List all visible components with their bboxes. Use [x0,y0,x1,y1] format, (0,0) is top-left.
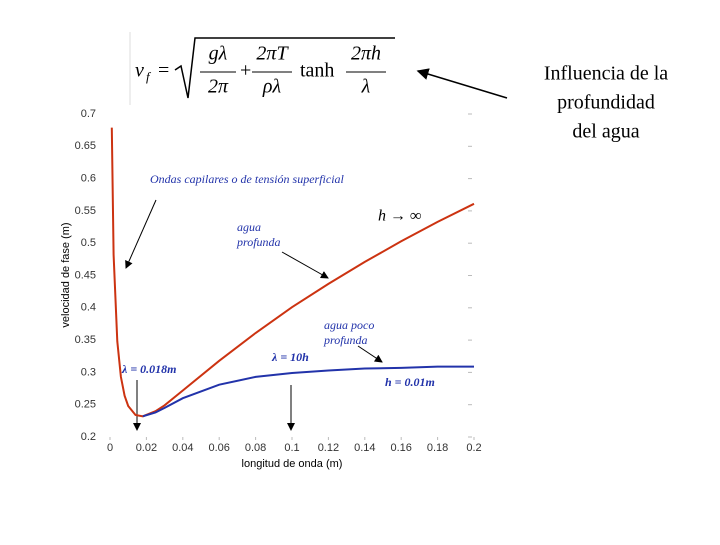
annotation: λ = 10h [271,350,309,364]
arrow [281,251,329,279]
x-tick-label: 0.06 [208,442,229,454]
x-tick-label: 0.1 [284,442,299,454]
formula-text: 2πT [256,43,289,65]
y-tick-label: 0.3 [81,366,96,378]
x-tick-label: 0.04 [172,442,193,454]
formula-text: = [158,60,169,82]
x-tick-label: 0.2 [466,442,481,454]
annotation: profunda [236,235,281,249]
side-note-line: profundidad [557,92,655,114]
y-tick-label: 0.65 [75,140,96,152]
arrow [125,199,157,269]
y-tick-label: 0.4 [81,302,96,314]
y-tick-label: 0.45 [75,269,96,281]
formula-text: gλ [209,43,228,65]
y-tick-label: 0.6 [81,173,96,185]
x-tick-label: 0.02 [136,442,157,454]
formula-text: 2π [208,76,229,98]
series-line [110,127,475,418]
x-tick-label: 0.18 [427,442,448,454]
annotation: λ = 0.018m [121,362,177,376]
arrow [357,345,383,363]
x-tick-label: 0 [107,442,113,454]
series-line [142,365,474,418]
y-tick-label: 0.35 [75,334,96,346]
annotation: agua [237,220,261,234]
formula-text: + [240,60,251,82]
y-axis-label: velocidad de fase (m) [60,222,72,327]
x-axis-label: longitud de onda (m) [242,458,343,470]
x-tick-label: 0.16 [390,442,411,454]
annotations: Ondas capilares o de tensión superficial… [121,172,383,431]
y-tick-label: 0.7 [81,108,96,120]
annotation: Ondas capilares o de tensión superficial [150,172,345,186]
formula: v f = gλ 2π + 2πT ρλ tanh 2πh λ [129,32,395,105]
formula-text: 2πh [351,43,381,65]
y-tick-label: 0.25 [75,399,96,411]
formula-root [174,37,395,99]
y-tick-label: 0.2 [81,431,96,443]
side-note: Influencia de la profundidad del agua [544,63,668,143]
series-label: h → ∞ [378,208,421,225]
arrow [416,68,508,99]
y-tick-label: 0.5 [81,237,96,249]
formula-text: λ [361,76,371,98]
annotation: profunda [323,333,368,347]
x-tick-label: 0.12 [318,442,339,454]
formula-text: f [146,69,152,84]
x-tick-label: 0.08 [245,442,266,454]
series-labels: h → ∞ h = 0.01m [378,208,435,389]
annotation: agua poco [324,318,374,332]
side-note-line: del agua [572,121,639,143]
side-note-line: Influencia de la [544,63,668,85]
series-label: h = 0.01m [385,375,435,389]
y-tick-label: 0.55 [75,205,96,217]
formula-text: ρλ [262,76,282,98]
formula-text: tanh [300,60,334,82]
x-tick-label: 0.14 [354,442,375,454]
formula-text: v [135,60,144,82]
